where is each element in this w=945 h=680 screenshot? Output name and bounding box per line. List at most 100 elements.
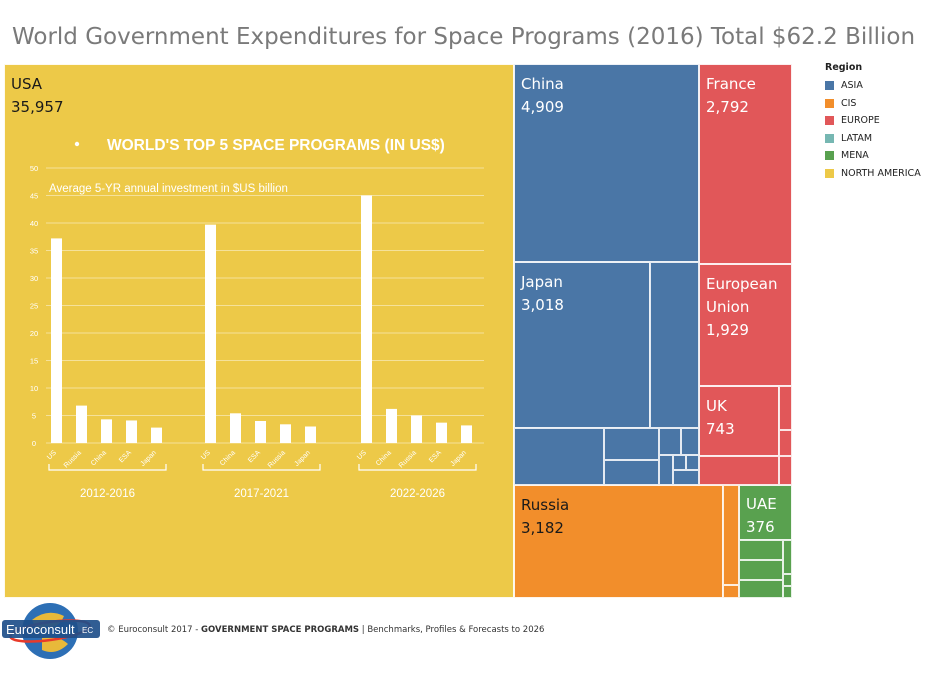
logo-mark: EC xyxy=(82,626,93,635)
x-category-label: US xyxy=(356,449,368,461)
inset-chart-title: WORLD'S TOP 5 SPACE PROGRAMS (IN US$) xyxy=(107,137,445,154)
legend-item[interactable]: MENA xyxy=(825,147,921,165)
legend-label: EUROPE xyxy=(841,115,880,127)
bar xyxy=(461,425,472,443)
y-tick-label: 50 xyxy=(30,164,38,173)
bar xyxy=(230,413,241,443)
legend-item[interactable]: EUROPE xyxy=(825,112,921,130)
x-category-label: Russia xyxy=(63,449,83,469)
tile-asia-small[interactable] xyxy=(659,428,681,455)
tile-europe-small[interactable] xyxy=(699,456,779,485)
tile-asia-small[interactable] xyxy=(681,428,699,455)
tile-france-value: 2,792 xyxy=(706,98,749,116)
tile-mena-small[interactable] xyxy=(783,586,792,598)
x-category-label: ESA xyxy=(118,449,133,464)
tile-europe-small[interactable] xyxy=(779,456,792,485)
tile-france-name: France xyxy=(706,75,756,93)
tile-uk-name: UK xyxy=(706,397,727,415)
group-bracket xyxy=(358,464,477,471)
y-tick-label: 20 xyxy=(30,329,38,338)
y-tick-label: 45 xyxy=(30,192,38,201)
footer-copyright: © Euroconsult 2017 - xyxy=(107,625,202,635)
tile-asia-small[interactable] xyxy=(604,428,659,460)
tile-france[interactable]: France 2,792 xyxy=(699,64,792,264)
legend-item[interactable]: CIS xyxy=(825,95,921,113)
x-category-label: China xyxy=(219,449,237,467)
legend-item[interactable]: NORTH AMERICA xyxy=(825,165,921,183)
inset-chart-subtitle: Average 5-YR annual investment in $US bi… xyxy=(49,183,288,195)
legend-swatch xyxy=(825,168,834,178)
bar xyxy=(51,238,62,443)
tile-usa-name: USA xyxy=(11,75,43,93)
legend-item[interactable]: LATAM xyxy=(825,130,921,148)
x-category-label: Russia xyxy=(267,449,287,469)
euroconsult-logo: Euroconsult EC xyxy=(2,603,100,659)
y-tick-label: 0 xyxy=(32,439,36,448)
tile-uae[interactable]: UAE 376 xyxy=(739,485,792,540)
bar xyxy=(411,415,422,443)
tile-europe-small[interactable] xyxy=(779,430,792,456)
tile-china[interactable]: China 4,909 xyxy=(514,64,699,262)
y-tick-label: 15 xyxy=(30,357,38,366)
tile-mena-small[interactable] xyxy=(739,540,783,560)
tile-cis-small[interactable] xyxy=(723,485,739,585)
x-category-label: Japan xyxy=(449,449,468,468)
tile-japan[interactable]: Japan 3,018 xyxy=(514,262,650,428)
tile-russia[interactable]: Russia 3,182 xyxy=(514,485,723,598)
legend: Region ASIA CIS EUROPE LATAM MENA NORTH AMERI… xyxy=(825,62,921,182)
legend-label: ASIA xyxy=(841,80,863,92)
title-bullet xyxy=(74,141,80,147)
bar xyxy=(280,424,291,443)
bar xyxy=(255,421,266,443)
footer-text: © Euroconsult 2017 - GOVERNMENT SPACE PR… xyxy=(107,625,544,635)
tile-european-union[interactable]: European Union 1,929 xyxy=(699,264,792,386)
page-title: World Government Expenditures for Space … xyxy=(12,24,916,50)
group-bracket xyxy=(48,464,167,471)
y-tick-label: 30 xyxy=(30,274,38,283)
bar xyxy=(386,408,397,443)
tile-uk[interactable]: UK 743 xyxy=(699,386,779,456)
legend-label: NORTH AMERICA xyxy=(841,167,921,179)
tile-asia-small[interactable] xyxy=(650,262,699,428)
bar xyxy=(126,420,137,443)
legend-swatch xyxy=(825,133,834,143)
legend-label: LATAM xyxy=(841,132,873,144)
tile-asia-small[interactable] xyxy=(604,460,659,485)
tile-japan-name: Japan xyxy=(521,273,563,291)
bar xyxy=(76,405,87,443)
x-category-label: Japan xyxy=(293,449,312,468)
tile-cis-small[interactable] xyxy=(723,585,739,598)
tile-china-name: China xyxy=(521,75,564,93)
tile-asia-small[interactable] xyxy=(673,455,686,470)
tile-europe-small[interactable] xyxy=(779,386,792,430)
bar xyxy=(205,224,216,443)
tile-usa-value: 35,957 xyxy=(11,98,64,116)
tile-asia-small[interactable] xyxy=(673,470,699,485)
bar xyxy=(305,426,316,443)
tile-mena-small[interactable] xyxy=(739,560,783,580)
tile-eu-name: European Union xyxy=(706,275,778,316)
legend-item[interactable]: ASIA xyxy=(825,77,921,95)
tile-china-value: 4,909 xyxy=(521,98,564,116)
x-category-label: US xyxy=(46,449,58,461)
tile-asia-small[interactable] xyxy=(659,455,673,485)
tile-mena-small[interactable] xyxy=(783,540,792,574)
tile-mena-small[interactable] xyxy=(783,574,792,586)
tile-eu-value: 1,929 xyxy=(706,321,749,339)
tile-uae-name: UAE xyxy=(746,495,777,513)
y-tick-label: 35 xyxy=(30,247,38,256)
tile-asia-small[interactable] xyxy=(514,428,604,485)
y-tick-label: 10 xyxy=(30,384,38,393)
group-label: 2017-2021 xyxy=(234,488,289,500)
tile-russia-name: Russia xyxy=(521,496,570,514)
footer-report: GOVERNMENT SPACE PROGRAMS xyxy=(201,625,360,635)
tile-usa[interactable]: USA 35,957 xyxy=(4,64,514,598)
tile-mena-small[interactable] xyxy=(739,580,783,598)
bar xyxy=(101,419,112,443)
bar xyxy=(151,427,162,443)
legend-title: Region xyxy=(825,62,863,73)
legend-swatch xyxy=(825,116,834,126)
x-category-label: Japan xyxy=(139,449,158,468)
x-category-label: ESA xyxy=(428,449,443,464)
tile-asia-small[interactable] xyxy=(686,455,699,470)
